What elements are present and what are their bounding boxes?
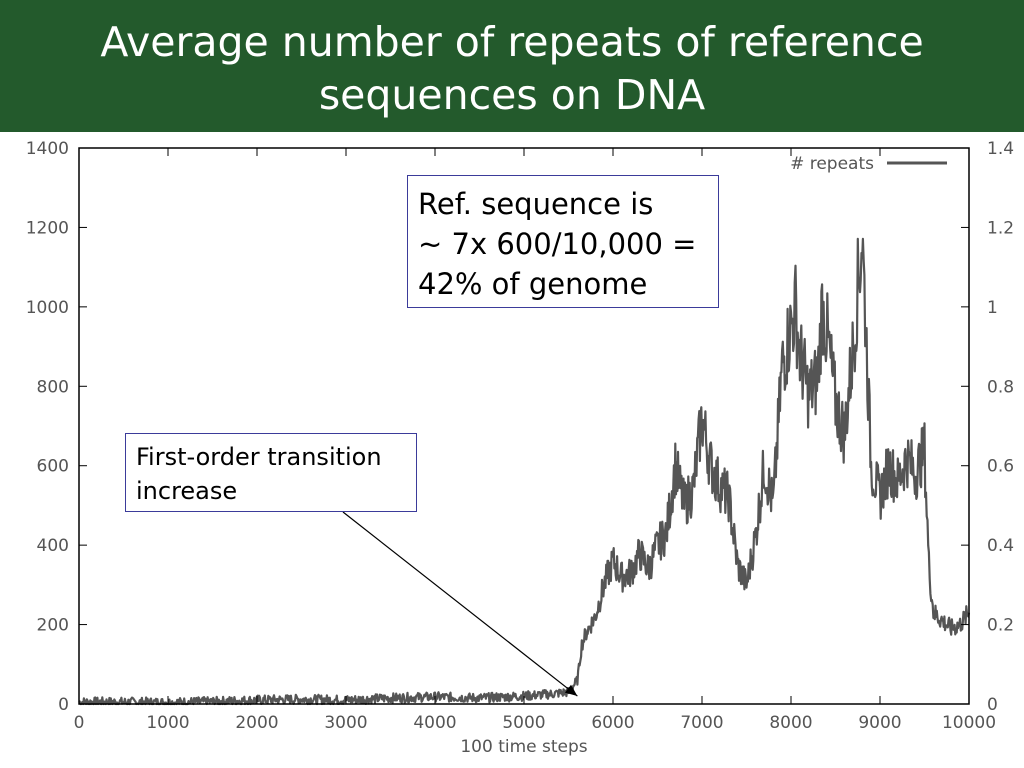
y2-tick-label: 1.4: [987, 139, 1014, 159]
y-tick-label: 1200: [26, 218, 69, 238]
x-tick-label: 9000: [858, 713, 901, 733]
callout-ref-sequence: Ref. sequence is ~ 7x 600/10,000 = 42% o…: [407, 175, 719, 308]
x-tick-label: 1000: [146, 713, 189, 733]
y-tick-label: 400: [37, 536, 69, 556]
slide-title-line-1: Average number of repeats of reference: [100, 18, 924, 66]
x-tick-label: 7000: [680, 713, 723, 733]
slide-title: Average number of repeats of reference s…: [20, 16, 1004, 122]
y2-tick-label: 1: [987, 298, 998, 318]
slide-title-line-2: sequences on DNA: [318, 71, 706, 119]
x-tick-label: 5000: [502, 713, 545, 733]
y-tick-label: 800: [37, 377, 69, 397]
title-bar: Average number of repeats of reference s…: [0, 0, 1024, 132]
y-tick-label: 1400: [26, 139, 69, 159]
ticks-layer: 0 1000 2000 3000 4000 5000 6000 7000 8000 9000 100…: [26, 139, 1014, 733]
chart-legend: # repeats: [790, 154, 947, 174]
annotation-arrow: [342, 511, 578, 697]
y2-tick-label: 0.8: [987, 377, 1014, 397]
series-layer: [78, 237, 971, 706]
x-tick-label: 4000: [413, 713, 456, 733]
y2-tick-label: 0: [987, 695, 998, 715]
legend-label: # repeats: [790, 154, 874, 174]
callout-ref-line-1: Ref. sequence is: [418, 187, 654, 221]
callout-first-line-1: First-order transition: [136, 443, 382, 471]
callout-first-order-transition: First-order transition increase: [125, 433, 417, 512]
y-tick-label: 200: [37, 616, 69, 636]
x-tick-label: 2000: [235, 713, 278, 733]
y2-tick-label: 0.4: [987, 536, 1014, 556]
x-tick-label: 6000: [591, 713, 634, 733]
annotation-arrowhead: [564, 684, 578, 697]
y2-tick-label: 1.2: [987, 218, 1014, 238]
x-tick-label: 3000: [324, 713, 367, 733]
x-tick-label: 8000: [769, 713, 812, 733]
y2-tick-label: 0.6: [987, 457, 1014, 477]
y-tick-label: 0: [58, 695, 69, 715]
callout-ref-line-2: ~ 7x 600/10,000 =: [418, 227, 697, 261]
x-tick-label: 0: [74, 713, 85, 733]
y-tick-label: 600: [37, 457, 69, 477]
callout-ref-line-3: 42% of genome: [418, 267, 648, 301]
callout-first-line-2: increase: [136, 477, 238, 505]
series-repeats-line: [78, 237, 971, 706]
y-tick-label: 1000: [26, 298, 69, 318]
x-axis-label: 100 time steps: [460, 737, 587, 757]
y2-tick-label: 0.2: [987, 616, 1014, 636]
x-tick-label: 10000: [942, 713, 996, 733]
